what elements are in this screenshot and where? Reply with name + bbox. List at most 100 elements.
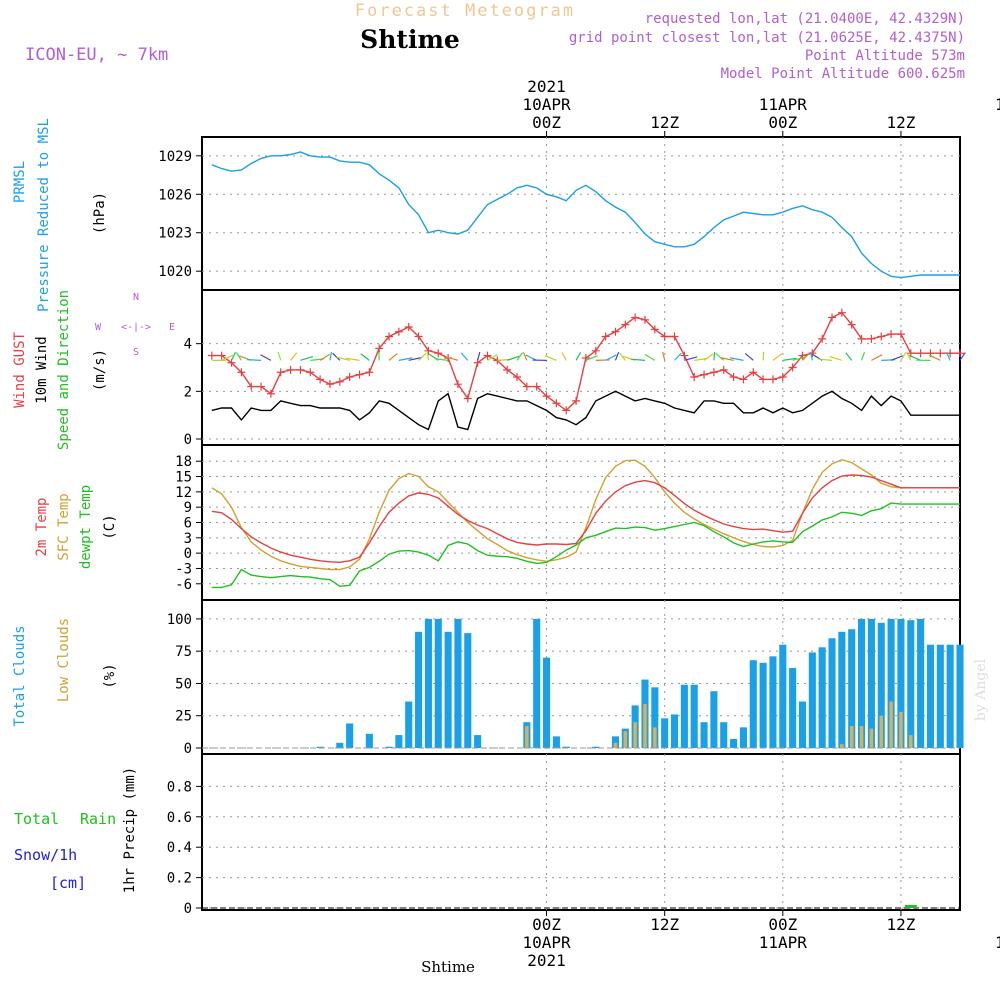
total-cloud-bar bbox=[779, 644, 787, 748]
temp-tick-label-7: -3 bbox=[175, 561, 192, 577]
low-cloud-bar bbox=[869, 728, 874, 748]
low-cloud-bar bbox=[840, 744, 844, 748]
wind-arrow bbox=[802, 352, 810, 361]
total-cloud-bar bbox=[543, 657, 551, 748]
bottom-date-label-2: 11APR bbox=[759, 933, 808, 952]
bottom-date-label-4: 12APR bbox=[995, 933, 1000, 952]
top-date-label-0: 10APR bbox=[522, 95, 571, 114]
precip-tick-label-2: 0.4 bbox=[167, 840, 192, 856]
total-cloud-bar bbox=[690, 684, 698, 748]
precip-rain-label: Rain bbox=[80, 810, 116, 828]
clouds-tick-label-4: 0 bbox=[184, 741, 192, 757]
wind-arrow bbox=[900, 352, 907, 361]
compass-rose-icon: N S W E <-|-> bbox=[95, 292, 175, 358]
wind-arrow bbox=[336, 356, 350, 361]
total-cloud-bar bbox=[651, 687, 659, 748]
gust-marker bbox=[316, 375, 325, 384]
total-cloud-bar bbox=[769, 656, 777, 748]
pressure-tick-label-0: 1029 bbox=[158, 149, 192, 165]
pressure-tick-label-1: 1026 bbox=[158, 187, 192, 203]
low-cloud-bar bbox=[859, 726, 864, 748]
total-cloud-bar bbox=[897, 618, 905, 748]
total-cloud-bar bbox=[946, 644, 954, 748]
t2m-line bbox=[211, 474, 960, 564]
total-cloud-bar bbox=[818, 647, 826, 748]
wind-arrow bbox=[235, 352, 242, 361]
gust-marker bbox=[257, 382, 266, 391]
wind-arrow bbox=[300, 355, 314, 361]
low-cloud-bar bbox=[633, 722, 637, 748]
wind-arrow bbox=[575, 352, 582, 361]
clouds-tick-label-2: 50 bbox=[175, 676, 192, 692]
top-time-label-0: 00Z bbox=[532, 113, 561, 132]
total-cloud-bar bbox=[592, 746, 600, 748]
point-altitude: Point Altitude 573m bbox=[805, 48, 965, 64]
low-cloud-bar bbox=[653, 727, 657, 748]
wind-arrow bbox=[221, 354, 234, 361]
gust-marker bbox=[670, 332, 679, 341]
wind-arrow bbox=[945, 351, 951, 361]
gust-marker bbox=[709, 368, 718, 377]
plot-area: 10291026102310204201815129630-3-61007550… bbox=[158, 77, 1000, 970]
wind-arrow bbox=[319, 353, 331, 361]
speed-dir-label: Speed and Direction bbox=[56, 290, 72, 450]
pressure-labels: PRMSL Pressure Reduced to MSL (hPa) bbox=[12, 118, 108, 312]
gust-marker bbox=[857, 334, 866, 343]
chart-title: Shtime bbox=[360, 25, 460, 54]
wind-arrow bbox=[277, 351, 282, 361]
panel-frame-3 bbox=[201, 599, 961, 755]
wind-label: 10m Wind bbox=[34, 336, 50, 403]
wind-arrow bbox=[260, 354, 272, 361]
gust-marker bbox=[818, 334, 827, 343]
total-cloud-bar bbox=[877, 622, 885, 748]
temp-labels: 2m Temp SFC Temp dewpt Temp (C) bbox=[34, 485, 118, 569]
total-cloud-bar bbox=[533, 618, 541, 748]
temp-tick-label-3: 9 bbox=[184, 500, 192, 516]
total-cloud-bar bbox=[759, 662, 767, 748]
wind-arrow bbox=[345, 357, 360, 361]
total-cloud-bar bbox=[661, 718, 669, 748]
gust-marker bbox=[660, 332, 669, 341]
gust-marker bbox=[896, 330, 905, 339]
total-cloud-bar bbox=[828, 638, 836, 748]
wind-arrow bbox=[525, 354, 537, 361]
gust-marker bbox=[503, 365, 512, 374]
gust-marker bbox=[207, 351, 216, 360]
total-cloud-bar bbox=[415, 631, 423, 748]
clouds-tick-label-0: 100 bbox=[167, 612, 192, 628]
gust-marker bbox=[601, 332, 610, 341]
total-cloud-bar bbox=[848, 629, 856, 748]
gust-marker bbox=[325, 380, 334, 389]
gust-marker bbox=[375, 344, 384, 353]
compass-w: W bbox=[95, 322, 102, 333]
wind-arrow bbox=[426, 351, 430, 361]
total-cloud-bar bbox=[454, 618, 462, 748]
wind-arrow bbox=[720, 357, 734, 361]
total-cloud-bar bbox=[917, 618, 925, 748]
wind-arrow bbox=[845, 352, 853, 361]
total-cloud-bar bbox=[739, 727, 747, 748]
bottom-year-label: 2021 bbox=[527, 951, 566, 970]
total-cloud-bar bbox=[730, 738, 738, 748]
total-cloud-bar bbox=[611, 736, 619, 748]
gust-marker bbox=[877, 332, 886, 341]
gust-marker bbox=[572, 396, 581, 405]
wind-arrow bbox=[829, 355, 843, 361]
low-cloud-bar bbox=[889, 701, 893, 748]
wind-arrow bbox=[561, 352, 567, 361]
wind-arrow bbox=[418, 352, 427, 361]
total-cloud-bar bbox=[424, 618, 432, 748]
temp-tick-label-6: 0 bbox=[184, 546, 192, 562]
gust-marker bbox=[808, 349, 817, 358]
total-cloud-bar bbox=[405, 701, 413, 748]
total-cloud-bar bbox=[670, 714, 679, 748]
total-cloud-bar bbox=[336, 742, 344, 748]
sfc-temp-line bbox=[211, 458, 960, 571]
temp-tick-label-2: 12 bbox=[175, 485, 192, 501]
gust-marker bbox=[345, 373, 354, 382]
temp-tick-label-1: 15 bbox=[175, 470, 192, 486]
compass-s: S bbox=[133, 347, 139, 358]
gust-marker bbox=[690, 373, 699, 382]
sfc-label: SFC Temp bbox=[56, 493, 72, 560]
